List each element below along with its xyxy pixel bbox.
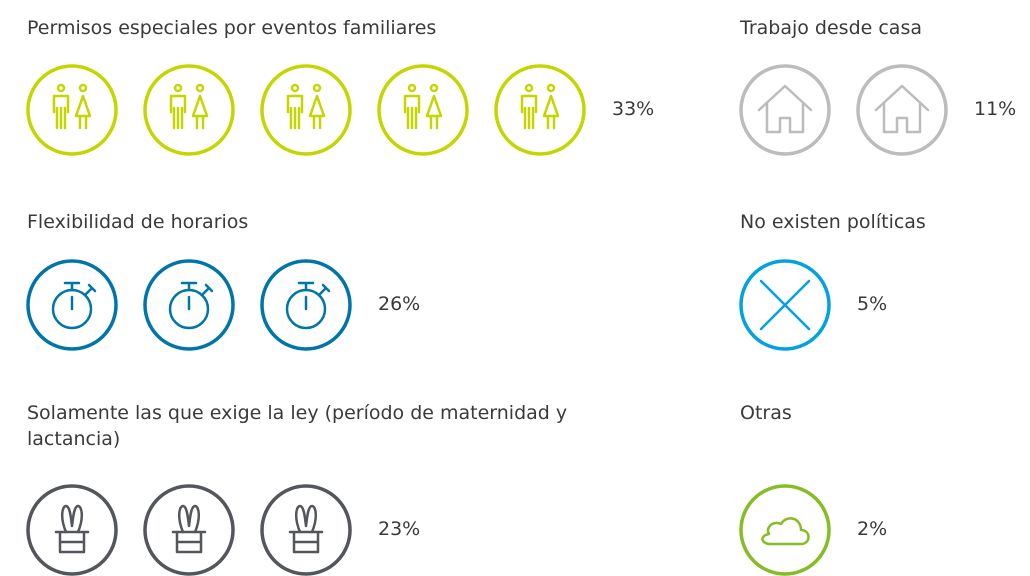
icon <box>856 64 948 156</box>
icon-ring <box>739 259 831 351</box>
value-label: 33% <box>612 98 655 120</box>
hat <box>54 530 90 554</box>
icon-ring <box>143 259 235 351</box>
head <box>173 83 183 93</box>
cloud <box>761 517 810 546</box>
head <box>546 83 556 93</box>
icon-ring <box>260 259 352 351</box>
ears <box>295 504 317 534</box>
item-title: Otras <box>740 402 792 424</box>
hands <box>297 281 331 311</box>
man <box>403 94 421 130</box>
icon <box>377 64 469 156</box>
woman <box>191 94 209 130</box>
hat <box>288 530 324 554</box>
head <box>78 83 88 93</box>
icon <box>260 259 352 351</box>
value-label: 23% <box>378 518 421 540</box>
head <box>407 83 417 93</box>
icon-ring <box>26 64 118 156</box>
item-title: Solamente las que exige la ley (período … <box>27 402 568 450</box>
head <box>312 83 322 93</box>
item-title: Flexibilidad de horarios <box>27 211 249 233</box>
value-label: 26% <box>378 293 421 315</box>
item-title: No existen políticas <box>740 211 926 233</box>
man <box>520 94 538 130</box>
head <box>524 83 534 93</box>
man <box>286 94 304 130</box>
icon <box>739 484 831 576</box>
icon <box>143 259 235 351</box>
head <box>195 83 205 93</box>
icon <box>494 64 586 156</box>
value-label: 2% <box>857 518 888 540</box>
icon-ring <box>739 64 831 156</box>
hat <box>171 530 207 554</box>
icon <box>26 259 118 351</box>
icon <box>26 484 118 576</box>
ears <box>178 504 200 534</box>
icon-ring <box>739 484 831 576</box>
woman <box>74 94 92 130</box>
hands <box>63 281 97 311</box>
icon <box>143 484 235 576</box>
head <box>290 83 300 93</box>
hands <box>180 281 214 311</box>
icon <box>260 484 352 576</box>
value-label: 11% <box>974 98 1017 120</box>
ears <box>61 504 83 534</box>
value-label: 5% <box>857 293 888 315</box>
cross <box>759 279 811 331</box>
icon-ring <box>856 64 948 156</box>
item-title: Trabajo desde casa <box>740 17 922 39</box>
icon-ring <box>26 259 118 351</box>
icon-ring <box>143 484 235 576</box>
house <box>874 84 930 134</box>
woman <box>308 94 326 130</box>
icon <box>739 259 831 351</box>
head <box>56 83 66 93</box>
woman <box>542 94 560 130</box>
icon-ring <box>260 64 352 156</box>
icon <box>739 64 831 156</box>
icon <box>143 64 235 156</box>
man <box>169 94 187 130</box>
icon <box>260 64 352 156</box>
icon <box>26 64 118 156</box>
head <box>429 83 439 93</box>
icon-ring <box>143 64 235 156</box>
icon-ring <box>26 484 118 576</box>
man <box>52 94 70 130</box>
icon-ring <box>494 64 586 156</box>
icon-ring <box>377 64 469 156</box>
woman <box>425 94 443 130</box>
house <box>757 84 813 134</box>
icon-ring <box>260 484 352 576</box>
item-title: Permisos especiales por eventos familiar… <box>27 17 437 39</box>
